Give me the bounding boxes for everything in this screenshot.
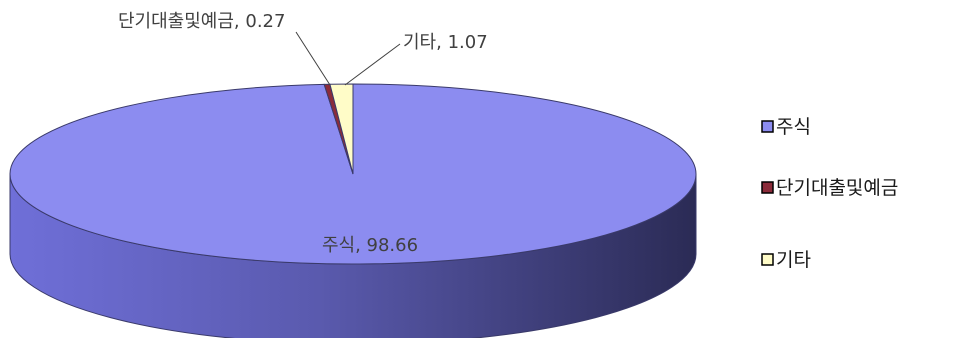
legend-label-short-term: 단기대출및예금 — [776, 177, 898, 199]
data-label-other: 기타, 1.07 — [403, 32, 488, 53]
data-label-stocks: 주식, 98.66 — [322, 235, 418, 256]
legend: 주식 단기대출및예금 기타 — [761, 116, 898, 271]
legend-label-other: 기타 — [776, 249, 811, 271]
legend-swatch-stocks — [761, 120, 774, 133]
pie-slices — [9, 83, 697, 265]
leader-line-other — [344, 43, 401, 86]
legend-swatch-short-term — [761, 181, 774, 194]
legend-swatch-other — [761, 253, 774, 266]
legend-label-stocks: 주식 — [776, 116, 811, 138]
leader-line-short-term — [295, 31, 331, 86]
data-label-short-term: 단기대출및예금, 0.27 — [118, 11, 285, 32]
